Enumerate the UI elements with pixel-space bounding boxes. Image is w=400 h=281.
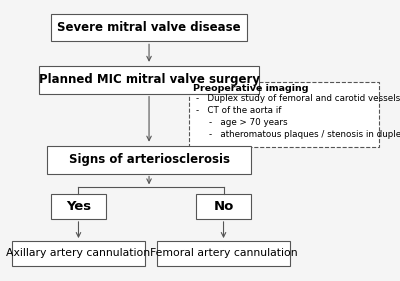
Text: Preoperative imaging: Preoperative imaging — [193, 83, 309, 92]
FancyBboxPatch shape — [51, 194, 106, 219]
Text: -   age > 70 years: - age > 70 years — [209, 118, 288, 127]
FancyBboxPatch shape — [39, 66, 259, 94]
FancyBboxPatch shape — [51, 14, 247, 41]
FancyBboxPatch shape — [47, 146, 251, 174]
Text: No: No — [213, 200, 234, 213]
FancyBboxPatch shape — [189, 82, 379, 147]
Text: Severe mitral valve disease: Severe mitral valve disease — [57, 21, 241, 34]
Text: Axillary artery cannulation: Axillary artery cannulation — [6, 248, 150, 259]
Text: -   Duplex study of femoral and carotid vessels: - Duplex study of femoral and carotid ve… — [196, 94, 400, 103]
FancyBboxPatch shape — [196, 194, 251, 219]
Text: Yes: Yes — [66, 200, 91, 213]
Text: Signs of arteriosclerosis: Signs of arteriosclerosis — [68, 153, 230, 166]
Text: -   atheromatous plaques / stenosis in duplex study: - atheromatous plaques / stenosis in dup… — [209, 130, 400, 139]
Text: Femoral artery cannulation: Femoral artery cannulation — [150, 248, 297, 259]
Text: -   CT of the aorta if: - CT of the aorta if — [196, 106, 282, 115]
FancyBboxPatch shape — [12, 241, 145, 266]
Text: Planned MIC mitral valve surgery: Planned MIC mitral valve surgery — [38, 73, 260, 87]
FancyBboxPatch shape — [157, 241, 290, 266]
